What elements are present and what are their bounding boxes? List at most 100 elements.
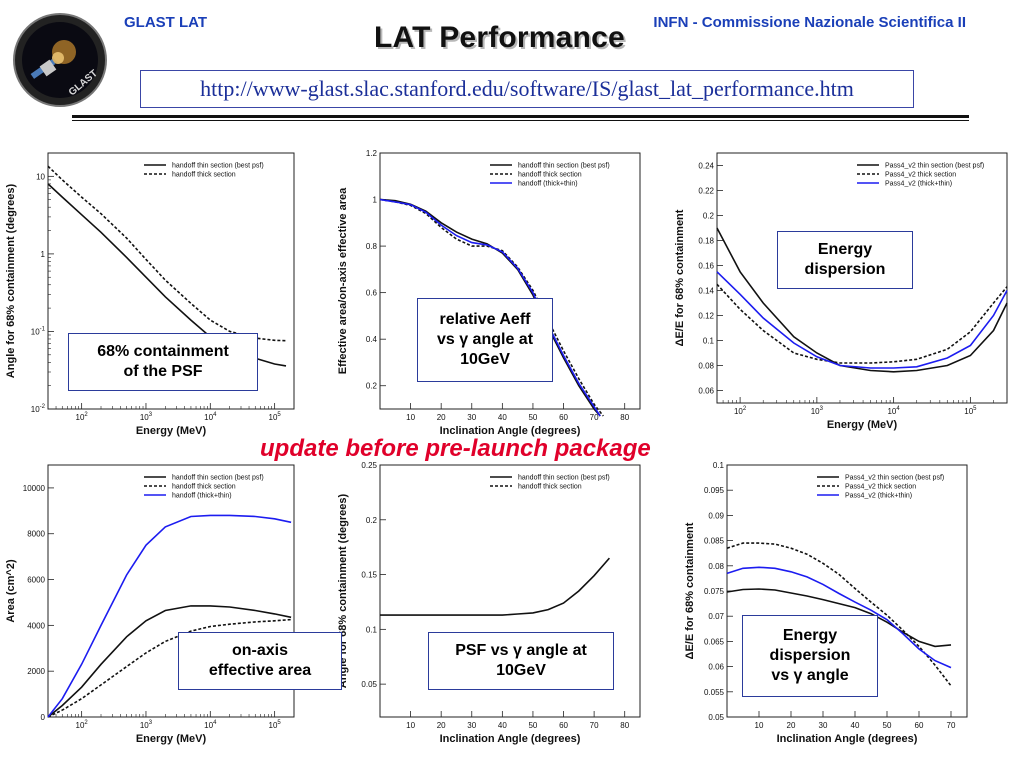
y-tick-label: 6000 <box>27 576 45 585</box>
y-tick-label: 2000 <box>27 667 45 676</box>
header-left-label: GLAST LAT <box>124 14 208 31</box>
x-tick-label: 102 <box>76 720 89 730</box>
y-axis-label: ΔE/E for 68% containment <box>674 209 686 346</box>
y-tick-label: 0.18 <box>698 237 714 246</box>
x-axis-label: Inclination Angle (degrees) <box>440 425 581 437</box>
page-title: LAT Performance <box>374 21 625 54</box>
plot-frame <box>379 152 641 410</box>
callout-line: vs γ angle <box>771 667 849 684</box>
y-tick-label: 8000 <box>27 530 45 539</box>
header-right-label: INFN - Commissione Nazionale Scientifica… <box>653 14 966 31</box>
legend-label: Pass4_v2 thick section <box>885 172 956 179</box>
x-axis-label: Inclination Angle (degrees) <box>777 733 918 745</box>
y-tick-label: 0.06 <box>708 663 724 672</box>
plot-frame <box>716 152 1008 404</box>
y-tick-label: 0.07 <box>708 612 724 621</box>
y-tick-label: 0.24 <box>698 162 714 171</box>
series-line <box>726 566 952 669</box>
legend-label: Pass4_v2 (thick+thin) <box>885 181 952 188</box>
legend-label: handoff thick section <box>518 484 582 491</box>
y-tick-label: 0.08 <box>708 562 724 571</box>
callout-psf-angle: PSF vs γ angle at 10GeV <box>428 632 614 690</box>
y-tick-label: 0.08 <box>698 362 714 371</box>
x-axis-label: Energy (MeV) <box>136 425 207 437</box>
y-tick-label: 10-2 <box>31 404 46 414</box>
chart-aeff-vs-angle: 10 20 30 40 50 60 70 80 0.2 0.4 0.6 0.8 1 1.2 Inclinat… <box>337 148 641 437</box>
y-tick-label: 0.2 <box>366 382 378 391</box>
series-line <box>379 198 604 417</box>
y-tick-label: 10000 <box>23 484 46 493</box>
y-axis-label: Effective area/on-axis effective area <box>337 187 349 374</box>
series-line <box>726 542 952 687</box>
callout-line: on-axis <box>231 642 288 659</box>
series-line <box>380 557 611 616</box>
y-tick-label: 0.12 <box>698 312 714 321</box>
url-link[interactable]: http://www-glast.slac.stanford.edu/softw… <box>140 70 914 108</box>
chart-svg: 10 20 30 40 50 60 70 80 0.05 0.1 0.15 0.2 0.25 Inclin… <box>337 461 641 745</box>
legend-label: handoff thin section (best psf) <box>172 163 264 170</box>
y-tick-label: 10 <box>36 172 45 181</box>
x-axis-label: Energy (MeV) <box>827 419 898 431</box>
callout-aeff-angle: relative Aeff vs γ angle at 10GeV <box>417 298 553 382</box>
x-tick-label: 105 <box>269 720 282 730</box>
y-tick-label: 10-1 <box>31 326 46 336</box>
y-tick-label: 4000 <box>27 621 45 630</box>
chart-psf-vs-angle: 10 20 30 40 50 60 70 80 0.05 0.1 0.15 0.2 0.25 Inclin… <box>337 460 641 745</box>
y-tick-label: 0.22 <box>698 187 714 196</box>
series-line <box>716 283 1008 364</box>
callout-line: effective area <box>208 662 312 679</box>
x-axis-label: Inclination Angle (degrees) <box>440 733 581 745</box>
x-tick-label: 20 <box>787 721 796 730</box>
y-tick-label: 0 <box>41 713 46 722</box>
y-tick-label: 0.8 <box>366 242 378 251</box>
callout-line: relative Aeff <box>439 311 531 328</box>
callout-line: Energy <box>782 627 838 644</box>
x-tick-label: 20 <box>437 413 446 422</box>
legend-label: Pass4_v2 thin section (best psf) <box>885 163 984 170</box>
y-tick-label: 0.2 <box>366 516 378 525</box>
y-tick-label: 0.05 <box>361 680 377 689</box>
callout-aeff-energy: on-axis effective area <box>178 632 342 690</box>
callout-edisp-energy: Energy dispersion <box>777 231 913 289</box>
chart-svg: 10 20 30 40 50 60 70 80 0.2 0.4 0.6 0.8 1 1.2 Inclinat… <box>337 149 641 437</box>
chart-aeff-vs-energy: 102 103 104 105 0 2000 4000 6000 8000 10000 Energy… <box>0 460 300 745</box>
y-tick-label: 0.06 <box>698 387 714 396</box>
y-tick-label: 0.1 <box>366 625 378 634</box>
x-tick-label: 102 <box>734 406 747 416</box>
series-line <box>379 198 601 417</box>
y-tick-label: 0.1 <box>713 461 725 470</box>
x-tick-label: 50 <box>528 413 537 422</box>
legend-label: handoff thin section (best psf) <box>518 163 610 170</box>
x-tick-label: 10 <box>755 721 764 730</box>
x-tick-label: 105 <box>964 406 977 416</box>
x-tick-label: 50 <box>528 721 537 730</box>
y-tick-label: 0.4 <box>366 335 378 344</box>
y-tick-label: 0.05 <box>708 713 724 722</box>
x-tick-label: 40 <box>498 721 507 730</box>
y-tick-label: 0.065 <box>704 637 725 646</box>
callout-line: 10GeV <box>460 351 510 368</box>
chart-svg: 102 103 104 105 0 2000 4000 6000 8000 10000 Energy… <box>5 464 295 745</box>
y-tick-label: 0.2 <box>703 212 715 221</box>
x-tick-label: 80 <box>620 413 629 422</box>
plot-frame <box>47 152 295 410</box>
x-tick-label: 70 <box>947 721 956 730</box>
x-tick-label: 60 <box>559 413 568 422</box>
y-axis-label: Area (cm^2) <box>5 559 17 623</box>
divider-thin <box>72 120 969 121</box>
callout-line: of the PSF <box>123 363 203 380</box>
legend-label: Pass4_v2 thick section <box>845 484 916 491</box>
x-tick-label: 20 <box>437 721 446 730</box>
legend-label: handoff (thick+thin) <box>172 493 232 500</box>
x-tick-label: 105 <box>269 412 282 422</box>
x-tick-label: 70 <box>590 721 599 730</box>
series-line <box>716 227 1008 373</box>
x-tick-label: 104 <box>204 720 217 730</box>
x-tick-label: 70 <box>590 413 599 422</box>
y-tick-label: 0.6 <box>366 289 378 298</box>
callout-edisp-angle: Energy dispersion vs γ angle <box>742 615 878 697</box>
x-tick-label: 10 <box>406 413 415 422</box>
plot-frame <box>47 464 295 718</box>
x-tick-label: 40 <box>498 413 507 422</box>
series-line <box>47 514 292 718</box>
